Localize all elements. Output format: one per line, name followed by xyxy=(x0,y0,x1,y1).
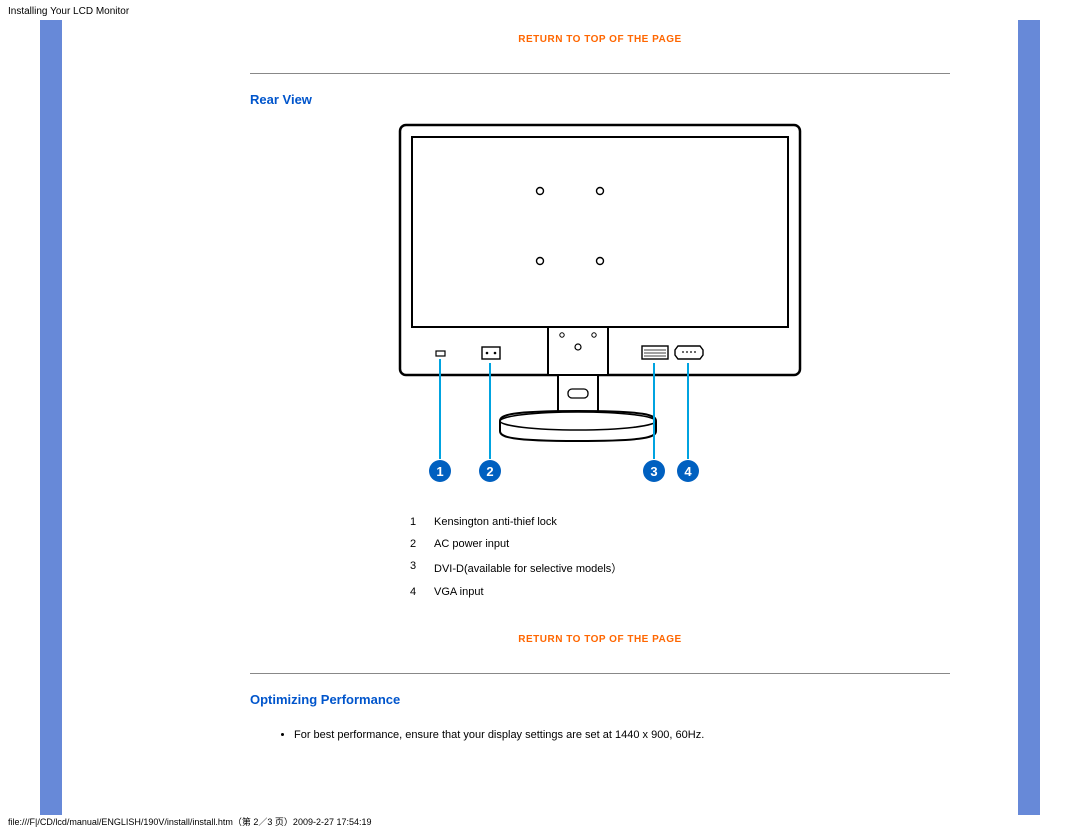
performance-bullet: For best performance, ensure that your d… xyxy=(294,729,950,741)
legend-row: 1 Kensington anti-thief lock xyxy=(410,516,950,528)
page-header-title: Installing Your LCD Monitor xyxy=(8,6,129,17)
legend-num: 1 xyxy=(410,516,434,528)
legend-label: Kensington anti-thief lock xyxy=(434,516,557,528)
footer-file-path: file:///F|/CD/lcd/manual/ENGLISH/190V/in… xyxy=(8,815,372,828)
performance-list: For best performance, ensure that your d… xyxy=(278,729,950,741)
legend-table: 1 Kensington anti-thief lock 2 AC power … xyxy=(410,516,950,598)
right-stripe xyxy=(1018,20,1040,815)
return-top-link-1[interactable]: RETURN TO TOP OF THE PAGE xyxy=(250,34,950,45)
legend-label: DVI-D(available for selective models） xyxy=(434,560,622,576)
legend-row: 3 DVI-D(available for selective models） xyxy=(410,560,950,576)
legend-label: AC power input xyxy=(434,538,509,550)
rear-view-diagram: 1 2 3 4 xyxy=(250,121,950,494)
legend-num: 4 xyxy=(410,586,434,598)
legend-label: VGA input xyxy=(434,586,484,598)
rear-view-heading: Rear View xyxy=(250,92,950,107)
left-stripe xyxy=(40,20,62,815)
divider-2 xyxy=(250,673,950,674)
return-top-link-2[interactable]: RETURN TO TOP OF THE PAGE xyxy=(250,634,950,645)
legend-row: 4 VGA input xyxy=(410,586,950,598)
optimizing-heading: Optimizing Performance xyxy=(250,692,950,707)
svg-text:3: 3 xyxy=(650,464,657,479)
legend-num: 3 xyxy=(410,560,434,576)
svg-text:4: 4 xyxy=(684,464,692,479)
main-content: RETURN TO TOP OF THE PAGE Rear View xyxy=(250,20,950,741)
monitor-rear-svg: 1 2 3 4 xyxy=(390,121,810,491)
legend-num: 2 xyxy=(410,538,434,550)
svg-text:2: 2 xyxy=(486,464,493,479)
legend-row: 2 AC power input xyxy=(410,538,950,550)
divider-1 xyxy=(250,73,950,74)
svg-text:1: 1 xyxy=(436,464,443,479)
